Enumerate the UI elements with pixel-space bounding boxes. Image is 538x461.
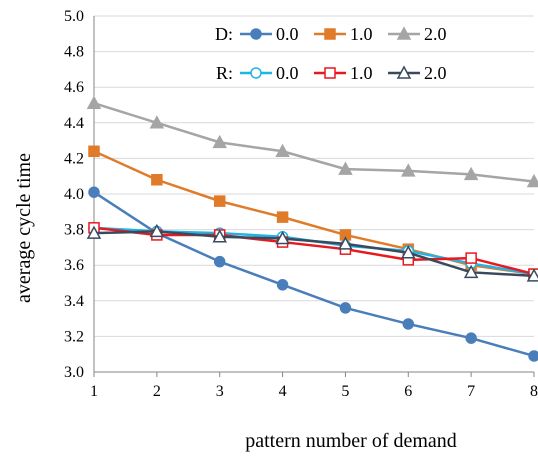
data-point [463, 166, 479, 181]
data-point [276, 211, 289, 223]
x-tick-label: 1 [90, 383, 98, 400]
series-line [93, 191, 535, 358]
x-tick-label: 4 [279, 383, 287, 400]
legend-marker [250, 28, 262, 40]
legend-group-label: D: [215, 24, 233, 44]
x-tick-label: 7 [467, 383, 475, 400]
data-point [88, 186, 100, 198]
data-point [86, 95, 102, 109]
x-tick-label: 6 [404, 383, 412, 400]
data-point [338, 236, 353, 250]
data-point [338, 161, 353, 175]
x-axis-title: pattern number of demand [245, 430, 457, 452]
data-point [88, 145, 100, 158]
data-point [86, 225, 102, 239]
y-tick-label: 3.0 [64, 364, 84, 381]
legend-label: 2.0 [424, 63, 447, 83]
series-d-2-0 [86, 95, 538, 188]
y-tick-label: 4.4 [64, 115, 84, 132]
series-group [86, 95, 538, 362]
x-tick-label: 8 [530, 383, 538, 400]
data-point [213, 195, 226, 207]
data-point [275, 230, 290, 245]
y-tick-label: 4.8 [64, 44, 84, 61]
data-point [401, 163, 416, 177]
data-point [149, 223, 165, 238]
tick-labels: 3.0 3.2 3.4 3.6 3.8 4.0 4.2 4.4 4.6 4.8 5.0 1 2 3 4 5 6 7… [64, 8, 538, 400]
data-point [526, 173, 538, 188]
legend-entry: 2.0 [388, 63, 447, 83]
data-point [212, 134, 227, 149]
axes [93, 16, 535, 377]
legend-label: 2.0 [424, 24, 447, 44]
legend-group-label: R: [216, 63, 233, 83]
data-point [276, 279, 289, 291]
data-point [463, 264, 479, 279]
legend-entry: 1.0 [314, 63, 373, 83]
legend-label: 0.0 [276, 63, 299, 83]
y-tick-label: 3.2 [64, 328, 84, 345]
legend-entry: 1.0 [314, 24, 373, 44]
y-tick-label: 4.2 [64, 150, 84, 167]
x-tick-label: 2 [153, 383, 161, 400]
legend-label: 0.0 [276, 24, 299, 44]
legend-marker [324, 67, 336, 79]
legend-entry: 2.0 [388, 24, 447, 44]
y-tick-label: 4.0 [64, 186, 84, 203]
y-tick-label: 3.6 [64, 257, 84, 274]
data-point [275, 143, 290, 158]
data-point [149, 115, 165, 129]
y-tick-label: 5.0 [64, 8, 84, 25]
series-line [93, 102, 535, 183]
y-tick-label: 3.4 [64, 293, 84, 310]
x-tick-label: 5 [341, 383, 349, 400]
legend-marker [324, 28, 336, 40]
legend-marker [396, 26, 412, 40]
grid-lines [94, 15, 534, 373]
legend-label: 1.0 [350, 24, 373, 44]
y-tick-label: 4.6 [64, 79, 84, 96]
data-point [526, 268, 538, 282]
legend: D: 0.0 1.0 2.0 R: 0.0 1.0 2.0 [215, 24, 447, 83]
data-point [465, 332, 477, 344]
series-line [93, 230, 535, 278]
data-point [212, 229, 227, 243]
y-tick-label: 3.8 [64, 222, 84, 239]
legend-label: 1.0 [350, 63, 373, 83]
data-point [151, 174, 163, 186]
series-r-2-0 [86, 223, 538, 282]
legend-entry: 0.0 [240, 63, 299, 83]
data-point [401, 245, 416, 259]
data-point [213, 255, 226, 268]
data-point [528, 350, 538, 362]
data-point [465, 252, 477, 264]
legend-marker [250, 67, 262, 79]
y-axis-title: average cycle time [13, 153, 35, 303]
data-point [402, 318, 415, 330]
series-line [93, 226, 535, 276]
legend-entry: 0.0 [240, 24, 299, 44]
data-point [339, 302, 352, 314]
legend-marker [396, 65, 412, 79]
x-tick-label: 3 [216, 383, 224, 400]
